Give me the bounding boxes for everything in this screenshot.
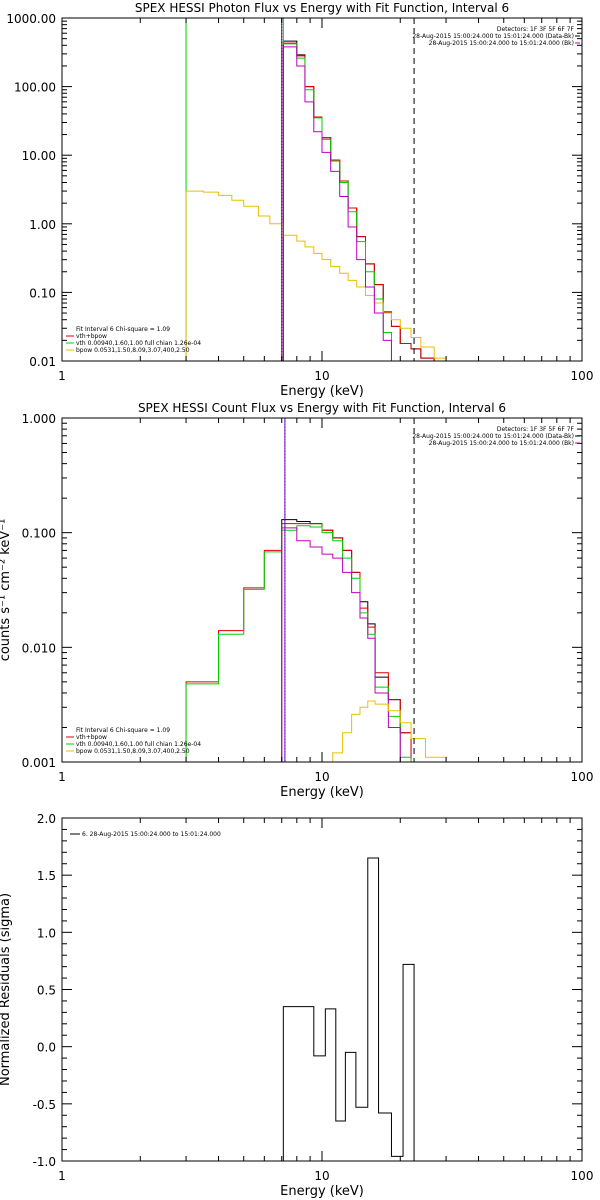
x-tick-label: 100 bbox=[571, 369, 594, 383]
series-bpow bbox=[185, 190, 447, 361]
chart-panel-1: 1 10 100 0.01 0.10 1.00 10.00 100.00 1000.00 SPEX… bbox=[6, 1, 593, 399]
legend-line: bpow 0.0531,1.50,8.09,3.07,400,2.50 bbox=[76, 748, 190, 755]
x-axis-label: Energy (keV) bbox=[280, 384, 364, 399]
y-axis-label: counts s⁻¹ cm⁻² keV⁻¹ bbox=[0, 519, 13, 662]
y-tick-label: 0.5 bbox=[37, 984, 56, 998]
x-tick-label: 10 bbox=[314, 1169, 329, 1183]
series-vth bbox=[185, 525, 412, 762]
y-tick-label: 100.00 bbox=[14, 81, 56, 95]
x-axis-label: Energy (keV) bbox=[280, 1184, 364, 1199]
x-tick-label: 1 bbox=[58, 1169, 66, 1183]
header-line: 28-Aug-2015 15:00:24.000 to 15:01:24.000… bbox=[429, 40, 574, 47]
plot-area bbox=[185, 18, 447, 361]
header-line: Detectors: 1F 3F 5F 6F 7F bbox=[497, 426, 575, 433]
y-tick-label: 1.00 bbox=[29, 218, 56, 232]
y-tick-label: 0.10 bbox=[29, 286, 56, 300]
chart-panel-3: 1 10 100 -1.0 -0.5 0.0 0.5 1.0 1.5 2.0 Energy (keV… bbox=[0, 812, 593, 1199]
header-line: 28-Aug-2015 15:00:24.000 to 15:01:24.000… bbox=[412, 433, 574, 440]
x-tick-label: 10 bbox=[314, 770, 329, 784]
legend-line: vth 0.00940,1.60,1.00 full chian 1.26e-0… bbox=[76, 340, 201, 347]
y-tick-label: 0.0 bbox=[37, 1041, 56, 1055]
y-tick-label: 10.00 bbox=[22, 149, 56, 163]
plot-area bbox=[185, 418, 447, 762]
header-line: Detectors: 1F 3F 5F 6F 7F bbox=[497, 26, 575, 33]
x-tick-label: 10 bbox=[314, 369, 329, 383]
legend-line: Fit Interval 6 Chi-square = 1.09 bbox=[76, 326, 170, 333]
y-tick-label: 2.0 bbox=[37, 812, 56, 826]
y-tick-label: 1000.00 bbox=[6, 12, 56, 26]
chart-title: SPEX HESSI Photon Flux vs Energy with Fi… bbox=[135, 1, 509, 15]
chart-title: SPEX HESSI Count Flux vs Energy with Fit… bbox=[138, 401, 506, 415]
legend-line: bpow 0.0531,1.50,8.09,3.07,400,2.50 bbox=[76, 347, 190, 354]
legend-line: Fit Interval 6 Chi-square = 1.09 bbox=[76, 727, 170, 734]
series-total bbox=[185, 523, 412, 762]
series-bpow bbox=[310, 700, 447, 762]
series-total bbox=[282, 42, 447, 361]
x-tick-label: 100 bbox=[571, 770, 594, 784]
legend-line: 6. 28-Aug-2015 15:00:24.000 to 15:01:24.… bbox=[82, 831, 221, 838]
y-tick-label: 0.100 bbox=[22, 527, 56, 541]
axes-frame bbox=[61, 17, 583, 362]
series-bkg bbox=[281, 527, 412, 762]
header-line: 28-Aug-2015 15:00:24.000 to 15:01:24.000… bbox=[429, 440, 574, 447]
x-axis-label: Energy (keV) bbox=[280, 785, 364, 800]
series-vth bbox=[185, 18, 447, 361]
axes-frame bbox=[61, 817, 583, 1162]
y-tick-label: 0.010 bbox=[22, 641, 56, 655]
legend-line: vth+bpow bbox=[76, 734, 107, 741]
legend-line: vth+bpow bbox=[76, 333, 107, 340]
series-data bbox=[282, 40, 447, 361]
y-tick-label: 1.0 bbox=[37, 926, 56, 940]
y-axis-label: Normalized Residuals (sigma) bbox=[0, 893, 13, 1086]
x-tick-label: 1 bbox=[58, 770, 66, 784]
x-tick-label: 100 bbox=[571, 1169, 594, 1183]
axes-frame bbox=[61, 417, 583, 763]
x-tick-label: 1 bbox=[58, 369, 66, 383]
y-tick-label: 0.01 bbox=[29, 355, 56, 369]
y-tick-label: 1.000 bbox=[22, 412, 56, 426]
y-tick-label: 1.5 bbox=[37, 869, 56, 883]
y-tick-label: -0.5 bbox=[33, 1098, 56, 1112]
chart-panel-2: 1 10 100 0.001 0.010 0.100 1.000 SPEX HESSI Cou… bbox=[0, 401, 593, 800]
series-data bbox=[281, 519, 412, 762]
series-residuals bbox=[282, 857, 415, 1161]
y-tick-label: -1.0 bbox=[33, 1155, 56, 1169]
header-line: 28-Aug-2015 15:00:24.000 to 15:01:24.000… bbox=[412, 33, 574, 40]
legend-line: vth 0.00940,1.60,1.00 full chian 1.26e-0… bbox=[76, 741, 201, 748]
y-tick-label: 0.001 bbox=[22, 756, 56, 770]
series-bkg bbox=[282, 46, 401, 361]
plot-area bbox=[282, 857, 415, 1161]
